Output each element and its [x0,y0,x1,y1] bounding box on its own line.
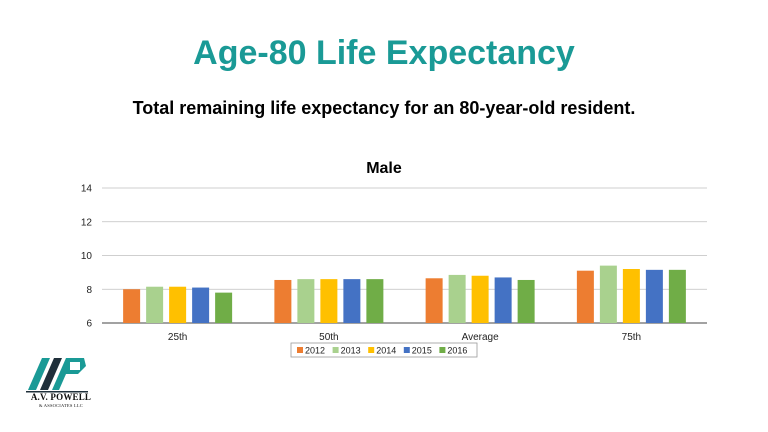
x-tick-label: Average [462,332,500,343]
legend-swatch-2015 [403,347,410,353]
legend-label-2012: 2012 [305,346,325,356]
x-tick-label: 50th [319,332,338,343]
bar-2013-25th [146,286,164,323]
y-tick-label: 6 [86,319,92,330]
bar-2014-75th [622,269,640,323]
bar-2016-75th [668,269,686,323]
x-tick-label: 75th [622,332,641,343]
slide-subtitle: Total remaining life expectancy for an 8… [132,98,636,118]
bar-2016-25th [215,292,233,323]
y-tick-label: 10 [81,251,93,262]
y-tick-label: 14 [81,184,93,195]
chart-legend: 2012 2013 2014 2015 2016 [290,342,478,358]
legend-swatch-2014 [368,347,375,353]
legend-label-2016: 2016 [447,346,467,356]
logo-subname: & ASSOCIATES LLC [39,403,83,408]
bar-2014-50th [320,279,338,323]
bar-2012-Average [425,278,443,323]
legend-label-2014: 2014 [376,346,396,356]
legend-label-2015: 2015 [412,346,432,356]
y-tick-label: 12 [81,217,93,228]
bar-2012-75th [576,270,594,323]
chart-title: Male [366,160,402,177]
company-logo-icon [26,358,88,393]
bar-2016-Average [517,279,535,323]
bar-2012-25th [123,289,141,323]
bar-2013-Average [448,274,466,323]
legend-swatch-2012 [297,347,303,353]
x-tick-label: 25th [168,332,187,343]
legend-box [290,342,478,358]
bar-2016-50th [366,279,384,323]
legend-swatch-2013 [332,347,339,353]
chart-bars [123,265,686,323]
legend-swatch-2016 [439,347,446,353]
bar-2012-50th [274,279,292,323]
bar-2014-Average [471,275,489,323]
bar-2015-75th [645,269,663,323]
y-tick-label: 8 [86,285,92,296]
chart-axes: 6 8 10 12 14 25th 50th Average 75th [81,184,641,344]
bar-2015-50th [343,279,361,323]
bar-2015-25th [192,287,210,323]
bar-2013-75th [599,265,617,323]
logo-name: A.V. POWELL [30,392,92,402]
legend-label-2013: 2013 [341,346,361,356]
bar-2013-50th [297,279,315,323]
slide-title: Age-80 Life Expectancy [193,34,575,72]
bar-2014-25th [169,286,187,323]
bar-2015-Average [494,277,512,323]
